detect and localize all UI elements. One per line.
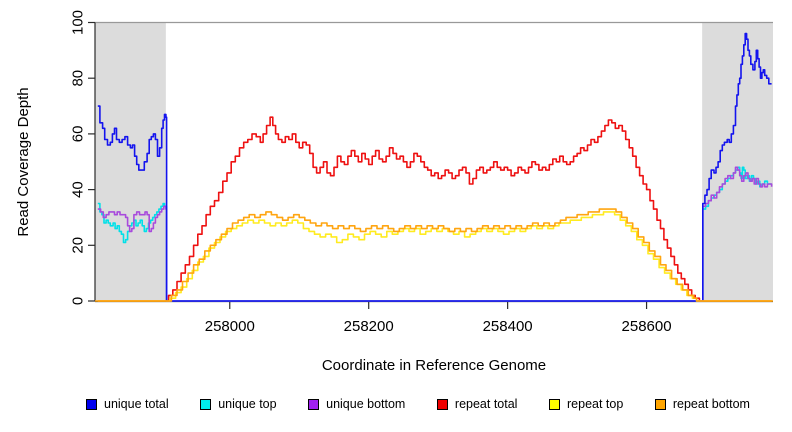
legend-item-unique-bottom: unique bottom bbox=[308, 397, 405, 411]
plot-area: 0 20 40 60 80 100 258000 258200 258400 258600 bbox=[70, 10, 773, 335]
series-line-unique-total bbox=[97, 32, 772, 302]
legend-item-repeat-bottom: repeat bottom bbox=[654, 397, 750, 411]
legend-label: repeat bottom bbox=[672, 397, 750, 411]
x-tick-label: 258600 bbox=[622, 318, 672, 335]
legend-label: unique total bbox=[104, 397, 169, 411]
x-tick-label: 258400 bbox=[483, 318, 533, 335]
chart-canvas: 0 20 40 60 80 100 258000 258200 258400 258600 Rea… bbox=[15, 10, 773, 374]
legend-swatch-icon bbox=[549, 398, 560, 410]
series-line-repeat-top bbox=[97, 211, 772, 302]
x-tick-label: 258200 bbox=[344, 318, 394, 335]
series-line-repeat-bottom bbox=[95, 208, 773, 302]
legend-item-repeat-top: repeat top bbox=[549, 397, 623, 411]
legend-swatch-icon bbox=[308, 398, 320, 410]
legend-swatch-icon bbox=[200, 398, 212, 410]
y-tick-label: 40 bbox=[70, 181, 87, 198]
legend-swatch-icon bbox=[654, 398, 666, 410]
legend-label: repeat total bbox=[454, 397, 518, 411]
y-axis-title: Read Coverage Depth bbox=[15, 87, 32, 236]
y-tick-label: 80 bbox=[70, 70, 87, 87]
legend-item-unique-total: unique total bbox=[86, 397, 169, 411]
legend-swatch-icon bbox=[86, 398, 97, 410]
y-tick-label: 0 bbox=[70, 297, 87, 305]
legend-label: unique top bbox=[218, 397, 277, 411]
legend-item-unique-top: unique top bbox=[200, 397, 277, 411]
series-line-repeat-total bbox=[97, 116, 772, 302]
y-tick-label: 20 bbox=[70, 237, 87, 254]
series-line-unique-top bbox=[97, 166, 772, 302]
x-axis-title: Coordinate in Reference Genome bbox=[322, 357, 546, 374]
legend-label: repeat top bbox=[567, 397, 624, 411]
masked-region bbox=[702, 22, 773, 301]
legend-item-repeat-total: repeat total bbox=[436, 397, 518, 411]
y-tick-label: 100 bbox=[70, 10, 87, 35]
legend-swatch-icon bbox=[436, 398, 448, 410]
legend-label: unique bottom bbox=[326, 397, 406, 411]
masked-region bbox=[95, 22, 166, 301]
chart-legend: unique total unique top unique bottom repea… bbox=[86, 397, 750, 411]
x-tick-label: 258000 bbox=[205, 318, 255, 335]
y-tick-label: 60 bbox=[70, 126, 87, 143]
